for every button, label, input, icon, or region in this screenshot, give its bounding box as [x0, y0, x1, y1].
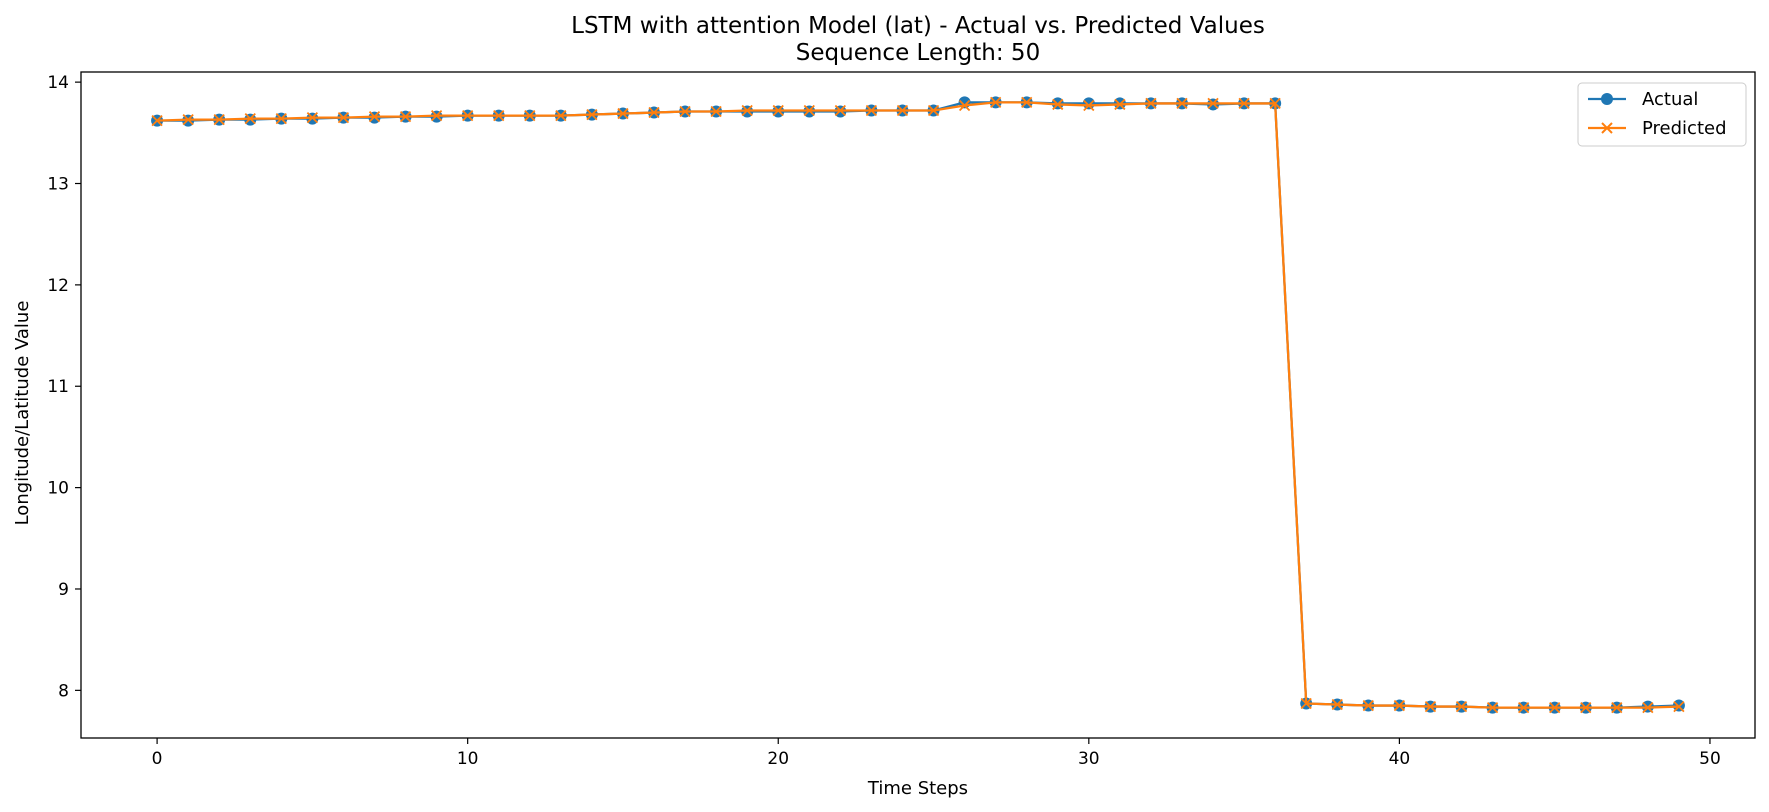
- data-point-predicted: [1083, 99, 1095, 112]
- data-point-predicted: [1331, 698, 1343, 711]
- data-point-predicted: [865, 104, 878, 117]
- data-point-predicted: [710, 105, 722, 118]
- data-point-predicted: [896, 104, 909, 117]
- data-point-predicted: [1642, 701, 1654, 714]
- data-point-predicted: [1021, 96, 1033, 109]
- data-point-predicted: [368, 110, 381, 123]
- data-point-predicted: [679, 105, 691, 118]
- y-tick-label: 8: [58, 681, 69, 701]
- data-point-predicted: [803, 104, 815, 117]
- series-actual: [151, 96, 1685, 714]
- data-point-predicted: [927, 104, 940, 117]
- data-point-predicted: [1611, 701, 1623, 714]
- y-tick-label: 12: [47, 276, 69, 296]
- data-point-predicted: [741, 104, 753, 117]
- y-tick-label: 11: [47, 377, 69, 397]
- x-axis-label: Time Steps: [867, 778, 968, 799]
- data-point-predicted: [1517, 701, 1530, 714]
- plot-frame: [80, 71, 1756, 739]
- data-point-predicted: [213, 114, 225, 126]
- data-point-predicted: [275, 112, 287, 125]
- x-tick-label: 10: [457, 749, 479, 769]
- series-line-actual: [157, 101, 1679, 709]
- data-point-predicted: [1549, 701, 1561, 714]
- data-point-predicted: [430, 109, 443, 122]
- x-tick-label: 20: [767, 749, 789, 769]
- data-point-predicted: [306, 111, 319, 124]
- data-point-predicted: [617, 107, 629, 120]
- plot-area: [151, 96, 1685, 714]
- series-line-predicted: [157, 101, 1679, 709]
- data-point-predicted: [1238, 97, 1250, 110]
- legend-marker-actual: [1601, 93, 1613, 105]
- y-tick-label: 10: [47, 479, 69, 499]
- data-point-predicted: [834, 104, 846, 117]
- y-axis-label: Longitude/Latitude Value: [12, 301, 33, 526]
- data-point-predicted: [1424, 700, 1437, 713]
- data-point-predicted: [1145, 97, 1157, 110]
- data-point-predicted: [1362, 699, 1374, 712]
- data-point-predicted: [462, 109, 474, 122]
- data-point-predicted: [648, 106, 660, 119]
- y-tick-label: 13: [47, 175, 69, 195]
- data-point-predicted: [244, 112, 256, 125]
- data-point-predicted: [1300, 697, 1312, 710]
- data-point-predicted: [1580, 701, 1592, 714]
- y-tick-label: 9: [58, 580, 69, 600]
- data-point-predicted: [1393, 699, 1406, 712]
- x-tick-label: 0: [152, 749, 163, 769]
- legend-label-predicted: Predicted: [1642, 118, 1727, 139]
- data-point-predicted: [1176, 97, 1188, 110]
- data-point-predicted: [958, 99, 971, 112]
- data-point-predicted: [337, 111, 350, 124]
- data-point-predicted: [772, 104, 784, 117]
- series-predicted: [151, 96, 1685, 714]
- data-point-predicted: [1052, 98, 1064, 111]
- data-point-predicted: [151, 115, 163, 127]
- data-point-predicted: [1114, 98, 1126, 111]
- legend: Actual Predicted: [1577, 82, 1747, 147]
- data-point-actual: [1082, 97, 1095, 110]
- data-point-predicted: [990, 96, 1002, 109]
- data-point-predicted: [1673, 700, 1685, 713]
- y-tick-label: 14: [47, 73, 69, 93]
- data-point-predicted: [555, 109, 567, 122]
- data-point-predicted: [1207, 97, 1219, 110]
- data-point-predicted: [399, 110, 412, 123]
- data-point-predicted: [1269, 97, 1281, 110]
- x-tick-label: 50: [1699, 749, 1721, 769]
- legend-label-actual: Actual: [1642, 89, 1698, 110]
- data-point-predicted: [524, 109, 536, 122]
- data-point-predicted: [586, 108, 598, 121]
- chart-subtitle: Sequence Length: 50: [796, 40, 1040, 66]
- x-tick-label: 40: [1389, 749, 1411, 769]
- axis-ticks: 0 10 20 30 40 50 8 9 10 11 12 13 14: [47, 73, 1720, 769]
- chart-title: LSTM with attention Model (lat) - Actual…: [571, 13, 1265, 39]
- x-tick-label: 30: [1078, 749, 1100, 769]
- data-point-predicted: [182, 114, 194, 126]
- data-point-predicted: [1486, 701, 1499, 714]
- legend-marker-predicted: [1601, 122, 1613, 134]
- data-point-predicted: [493, 109, 505, 122]
- data-point-predicted: [1455, 700, 1468, 713]
